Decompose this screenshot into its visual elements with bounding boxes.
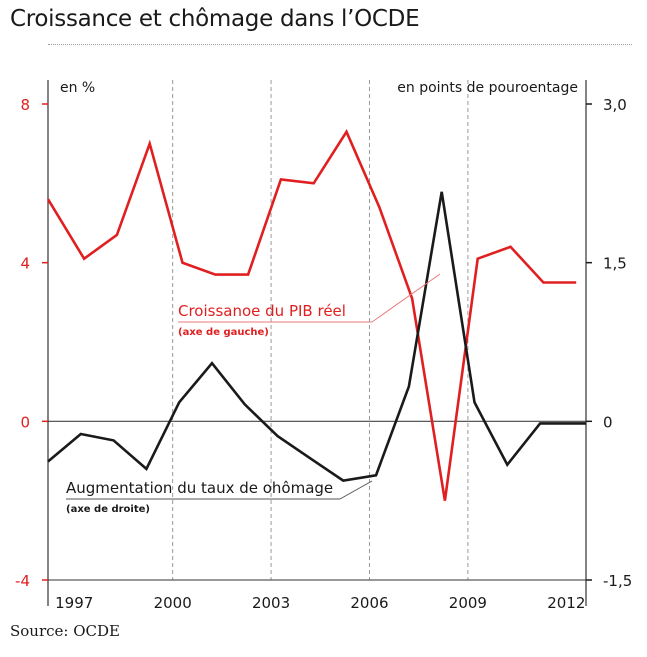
right-tick-label: 1,5 (603, 255, 627, 273)
x-tick-label: 2006 (350, 594, 388, 612)
x-tick-label: 1997 (55, 594, 93, 612)
unemployment-change-line (47, 191, 586, 482)
left-tick-label: -4 (15, 572, 30, 590)
left-tick-label: 4 (20, 255, 30, 273)
title-divider (48, 44, 632, 45)
x-tick-label: 2012 (547, 594, 585, 612)
x-tick-label: 2000 (154, 594, 192, 612)
source-note: Source: OCDE (10, 622, 120, 640)
left-tick-label: 0 (20, 413, 30, 431)
x-tick-label: 2009 (449, 594, 487, 612)
right-tick-label: 0 (603, 413, 613, 431)
left-axis-unit-label: en % (60, 80, 95, 96)
left-tick-label: 8 (20, 96, 30, 114)
gdp-series-label: Croissanoe du PIB réel (178, 302, 346, 320)
right-axis-unit-label: en points de pouroentage (397, 80, 578, 96)
annotations: Croissanoe du PIB réel (axe de gauche) Aug… (66, 273, 441, 515)
right-tick-label: 3,0 (603, 96, 627, 114)
right-tick-label: -1,5 (603, 572, 632, 590)
axes: 8 4 0 -4 3,0 1,5 0 -1,5 en % en points de pouroen… (15, 80, 632, 612)
unemp-leader-line (339, 480, 373, 500)
unemployment-series-label: Augmentation du taux de ohômage (66, 479, 333, 497)
chart-title: Croissance et chômage dans l’OCDE (10, 6, 420, 32)
gdp-leader-line (371, 273, 441, 323)
gridlines (172, 80, 469, 580)
chart-canvas: 8 4 0 -4 3,0 1,5 0 -1,5 en % en points de pouroen… (15, 80, 632, 612)
unemployment-series-note: (axe de droite) (66, 504, 150, 515)
gdp-series-note: (axe de gauche) (178, 327, 269, 338)
series (46, 129, 586, 501)
x-tick-label: 2003 (252, 594, 290, 612)
gdp-growth-line (46, 129, 577, 501)
